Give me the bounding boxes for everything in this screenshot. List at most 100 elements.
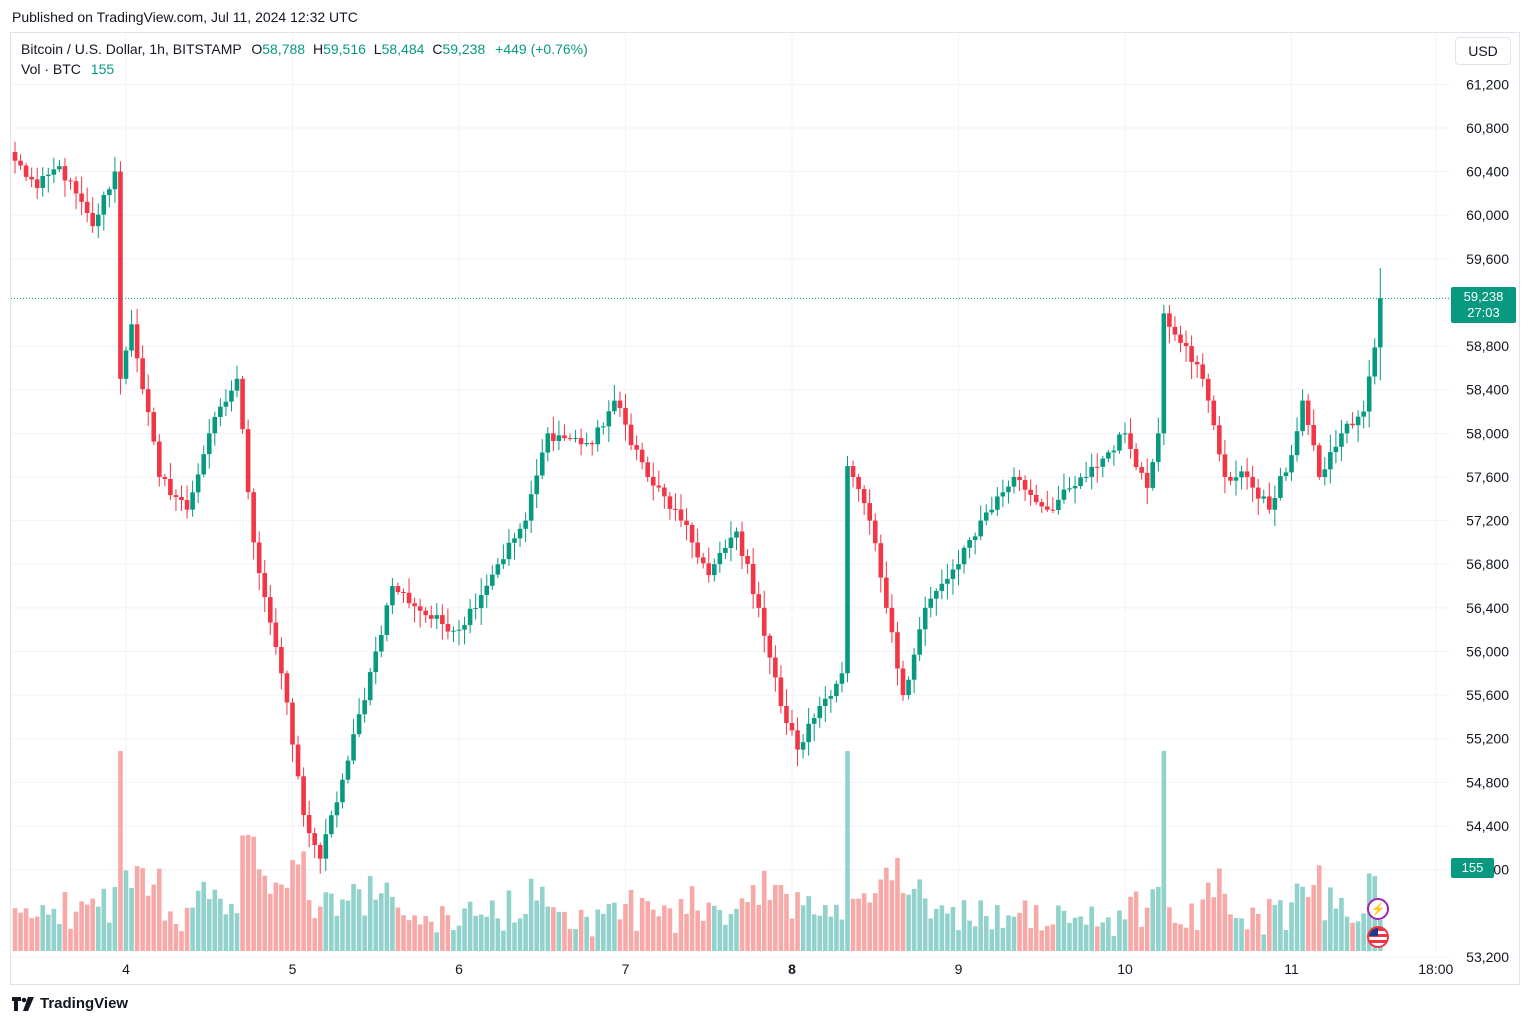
candle-body xyxy=(900,668,906,696)
volume-bar xyxy=(1178,924,1183,951)
volume-bar xyxy=(1072,917,1078,951)
volume-bar xyxy=(695,910,700,951)
volume-bar xyxy=(501,930,506,951)
candle-body xyxy=(512,538,517,543)
candle-body xyxy=(1122,433,1128,435)
volume-bar xyxy=(1117,910,1122,951)
volume-bar xyxy=(1233,918,1239,951)
volume-bar xyxy=(1167,907,1172,951)
volume-bar xyxy=(29,918,34,951)
volume-bar xyxy=(989,929,995,951)
volume-bar xyxy=(595,909,601,951)
volume-bar xyxy=(57,924,62,951)
low-value: 58,484 xyxy=(381,41,425,57)
candle-body xyxy=(1211,400,1217,426)
volume-bar xyxy=(806,896,811,951)
candle-body xyxy=(917,629,922,655)
candle-body xyxy=(1289,455,1294,473)
candle-body xyxy=(534,475,539,495)
volume-bar xyxy=(18,912,23,951)
candle-body xyxy=(1255,487,1261,499)
candle-body xyxy=(212,416,218,434)
price-tick-label: 60,800 xyxy=(1466,120,1509,136)
candle-body xyxy=(734,531,739,538)
candle-body xyxy=(384,605,390,635)
us-flag-icon[interactable] xyxy=(1367,926,1389,948)
candle-body xyxy=(1205,378,1211,401)
volume-label[interactable]: Vol · BTC xyxy=(21,61,81,77)
volume-bar xyxy=(490,900,495,951)
volume-bar xyxy=(179,931,184,951)
grid xyxy=(11,33,1450,958)
candle-body xyxy=(456,629,462,631)
candle-body xyxy=(484,585,490,596)
volume-bar xyxy=(379,893,384,951)
lightning-icon[interactable]: ⚡ xyxy=(1367,898,1389,920)
volume-bar xyxy=(101,888,107,951)
candle-body xyxy=(1183,342,1189,347)
volume-bar xyxy=(784,893,789,951)
volume-bar xyxy=(950,906,956,951)
candle-body xyxy=(1283,472,1289,477)
currency-button[interactable]: USD xyxy=(1455,37,1511,65)
candle-body xyxy=(401,592,406,594)
volume-bar xyxy=(817,915,823,951)
volume-bar xyxy=(656,916,662,951)
candle-body xyxy=(23,165,29,177)
chart-frame[interactable] xyxy=(10,32,1520,985)
volume-bar xyxy=(1156,886,1161,951)
volume-bar xyxy=(1200,899,1205,951)
price-tick-label: 58,000 xyxy=(1466,425,1509,441)
candle-body xyxy=(51,169,57,175)
volume-bar xyxy=(467,901,473,951)
candle-body xyxy=(806,723,811,743)
candle-body xyxy=(356,714,362,735)
candle-body xyxy=(856,476,861,490)
volume-bar xyxy=(190,907,195,951)
volume-bar xyxy=(1045,925,1050,951)
symbol-label[interactable]: Bitcoin / U.S. Dollar, 1h, BITSTAMP xyxy=(21,41,242,57)
volume-bar xyxy=(567,929,573,951)
volume-bar xyxy=(1122,919,1128,951)
candle-body xyxy=(517,528,523,539)
volume-bar xyxy=(506,890,512,951)
candle-body xyxy=(1011,476,1017,487)
candle-body xyxy=(612,400,617,412)
volume-bar xyxy=(884,867,889,951)
volume-bar xyxy=(712,905,717,951)
volume-bar xyxy=(495,918,501,951)
volume-bars xyxy=(12,751,1383,951)
volume-bar xyxy=(1300,886,1305,951)
candle-body xyxy=(528,494,534,521)
volume-bar xyxy=(301,851,306,951)
volume-bar xyxy=(284,887,290,951)
volume-bar xyxy=(295,864,301,951)
volume-bar xyxy=(667,908,673,951)
volume-bar xyxy=(1261,934,1267,951)
price-tick-label: 58,800 xyxy=(1466,338,1509,354)
candle-body xyxy=(1267,496,1272,510)
candle-body xyxy=(878,543,884,578)
volume-bar xyxy=(1344,916,1350,951)
volume-bar xyxy=(539,886,545,951)
price-tick-label: 59,600 xyxy=(1466,251,1509,267)
volume-bar xyxy=(1322,920,1328,951)
candle-body xyxy=(140,358,145,390)
volume-bar xyxy=(645,901,650,951)
candle-body xyxy=(1067,488,1072,490)
candle-body xyxy=(412,603,417,607)
volume-bar xyxy=(523,913,528,951)
candle-body xyxy=(678,509,684,521)
volume-bar xyxy=(867,902,872,951)
volume-bar xyxy=(268,893,273,951)
candle-body xyxy=(1089,466,1094,477)
brand-logo[interactable]: TradingView xyxy=(12,995,128,1012)
candle-body xyxy=(1167,313,1172,327)
candle-body xyxy=(634,445,639,450)
volume-bar xyxy=(168,911,173,951)
high-label: H xyxy=(312,41,324,57)
candle-body xyxy=(73,181,79,194)
candle-body xyxy=(922,607,928,630)
close-label: C xyxy=(432,41,443,57)
